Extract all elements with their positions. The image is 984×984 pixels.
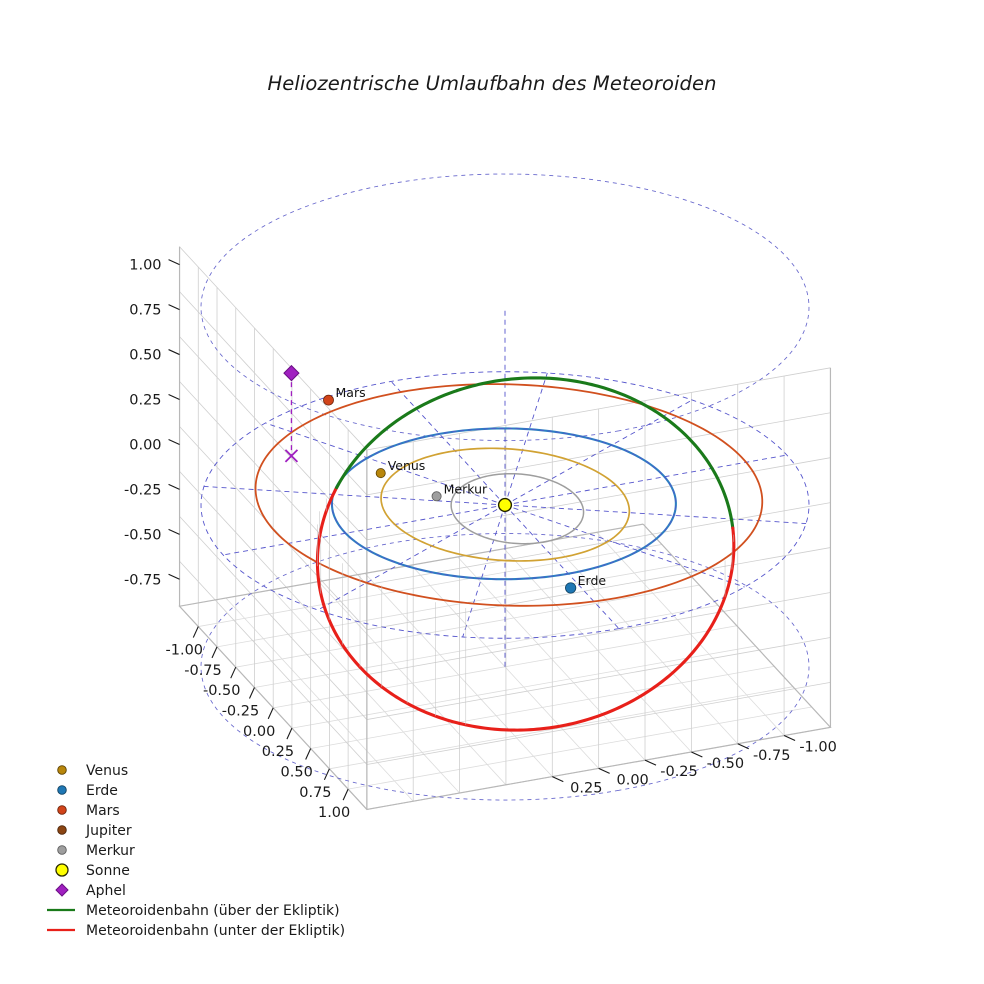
erde-label: Erde <box>578 573 607 588</box>
axis-tick-label: 0.00 <box>129 437 161 453</box>
legend-diamond-icon <box>55 883 69 897</box>
legend-item-label[interactable]: Aphel <box>86 883 126 899</box>
legend-item-label[interactable]: Merkur <box>86 843 135 859</box>
sonne-marker <box>497 497 513 513</box>
axis-tick-label: -0.50 <box>203 683 241 699</box>
axis-tick-label: 0.25 <box>129 393 161 409</box>
legend: Venus Erde Mars Jupiter Merkur Sonne Aphel Mete… <box>47 763 345 939</box>
axis-tick-label: -0.75 <box>124 572 162 588</box>
axis-tick-label: 0.00 <box>243 724 275 740</box>
axis-tick-label: -0.25 <box>222 704 260 720</box>
legend-marker-5 <box>55 863 69 877</box>
merkur-marker <box>431 491 442 502</box>
axes-panes <box>178 246 832 811</box>
legend-marker-1 <box>57 785 67 795</box>
legend-item-label[interactable]: Meteoroidenbahn (über der Ekliptik) <box>86 903 340 919</box>
mars-label: Mars <box>336 385 366 400</box>
axis-tick-label: -0.25 <box>124 482 162 498</box>
axis-tick-label: 0.50 <box>281 764 313 780</box>
venus-label: Venus <box>388 458 426 473</box>
axis-tick-label: 0.25 <box>570 781 602 797</box>
axis-tick-label: -0.25 <box>660 764 698 780</box>
aphel-projection-x-icon <box>284 449 299 463</box>
orbit-curves <box>254 376 764 732</box>
axis-ticks: 1.00 0.75 0.50 0.25 0.00 -0.25 -0.50 -0.75 -1.00… <box>124 258 837 821</box>
legend-item-label[interactable]: Jupiter <box>85 823 132 839</box>
legend-item-label[interactable]: Sonne <box>86 863 130 879</box>
mars-marker <box>323 394 334 406</box>
aphel-marker <box>283 364 300 382</box>
legend-marker-4 <box>57 845 67 855</box>
axis-tick-label: -0.50 <box>707 756 745 772</box>
venus-marker <box>375 468 386 479</box>
axis-tick-label: -0.75 <box>753 748 791 764</box>
legend-item-label[interactable]: Erde <box>86 783 118 799</box>
axis-tick-label: 1.00 <box>318 805 350 821</box>
axis-tick-label: 0.00 <box>617 772 649 788</box>
axis-tick-label: -0.75 <box>184 663 222 679</box>
axis-tick-label: -0.50 <box>124 527 162 543</box>
legend-item-label[interactable]: Venus <box>86 763 128 779</box>
erde-marker <box>565 582 577 594</box>
axis-tick-label: 0.50 <box>129 348 161 364</box>
axis-tick-label: 0.75 <box>129 303 161 319</box>
legend-marker-2 <box>57 805 67 815</box>
axis-tick-label: 1.00 <box>129 258 161 274</box>
page-title: Heliozentrische Umlaufbahn des Meteoroid… <box>267 72 717 95</box>
legend-marker-3 <box>57 825 67 835</box>
axis-tick-label: -1.00 <box>799 740 837 756</box>
reference-guides <box>200 173 810 801</box>
legend-marker-0 <box>57 765 67 775</box>
axis-tick-label: 0.25 <box>262 744 294 760</box>
body-markers: Mars Venus Merkur Erde <box>283 364 607 594</box>
merkur-label: Merkur <box>444 481 488 496</box>
legend-item-label[interactable]: Mars <box>86 803 120 819</box>
legend-item-label[interactable]: Meteoroidenbahn (unter der Ekliptik) <box>86 923 345 939</box>
axis-tick-label: 0.75 <box>299 785 331 801</box>
axis-tick-label: -1.00 <box>166 643 204 659</box>
